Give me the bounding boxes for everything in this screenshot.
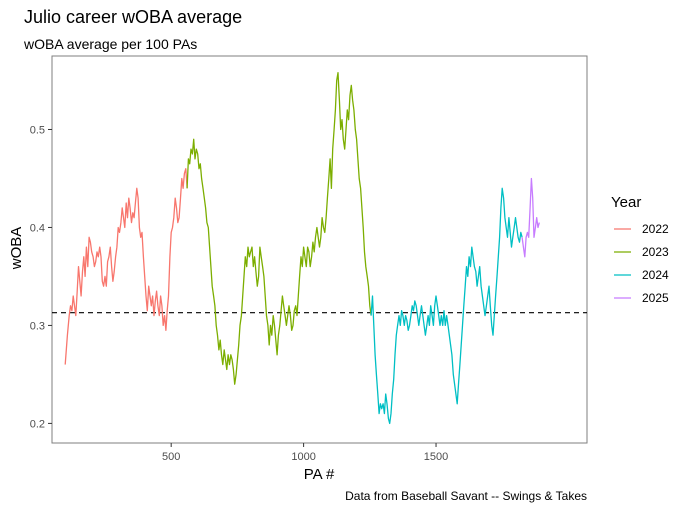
x-axis-label: PA # xyxy=(304,466,335,483)
legend-label-2022: 2022 xyxy=(642,222,669,236)
chart-caption: Data from Baseball Savant -- Swings & Ta… xyxy=(345,489,587,503)
y-tick-label: 0.2 xyxy=(30,418,45,430)
y-tick-label: 0.4 xyxy=(30,222,45,234)
legend-label-2025: 2025 xyxy=(642,291,669,305)
y-tick-label: 0.3 xyxy=(30,320,45,332)
series-layer xyxy=(64,72,540,425)
series-line-2022 xyxy=(64,168,188,365)
chart-subtitle: wOBA average per 100 PAs xyxy=(23,36,197,52)
x-tick-label: 500 xyxy=(162,451,180,463)
series-line-2024 xyxy=(370,187,523,425)
axis-ticks: 500 1000 1500 0.2 0.3 0.4 0.5 xyxy=(30,124,449,463)
y-axis-label: wOBA xyxy=(8,227,25,271)
x-tick-label: 1000 xyxy=(291,451,315,463)
legend-title: Year xyxy=(611,194,641,211)
series-line-2023 xyxy=(186,72,372,385)
chart-title: Julio career wOBA average xyxy=(24,7,242,27)
legend-label-2024: 2024 xyxy=(642,268,669,282)
legend-label-2023: 2023 xyxy=(642,245,669,259)
y-tick-label: 0.5 xyxy=(30,124,45,136)
series-line-2025 xyxy=(521,177,540,258)
plot-panel xyxy=(51,55,588,444)
legend: 2022 2023 2024 2025 xyxy=(614,222,669,305)
x-tick-label: 1500 xyxy=(424,451,448,463)
